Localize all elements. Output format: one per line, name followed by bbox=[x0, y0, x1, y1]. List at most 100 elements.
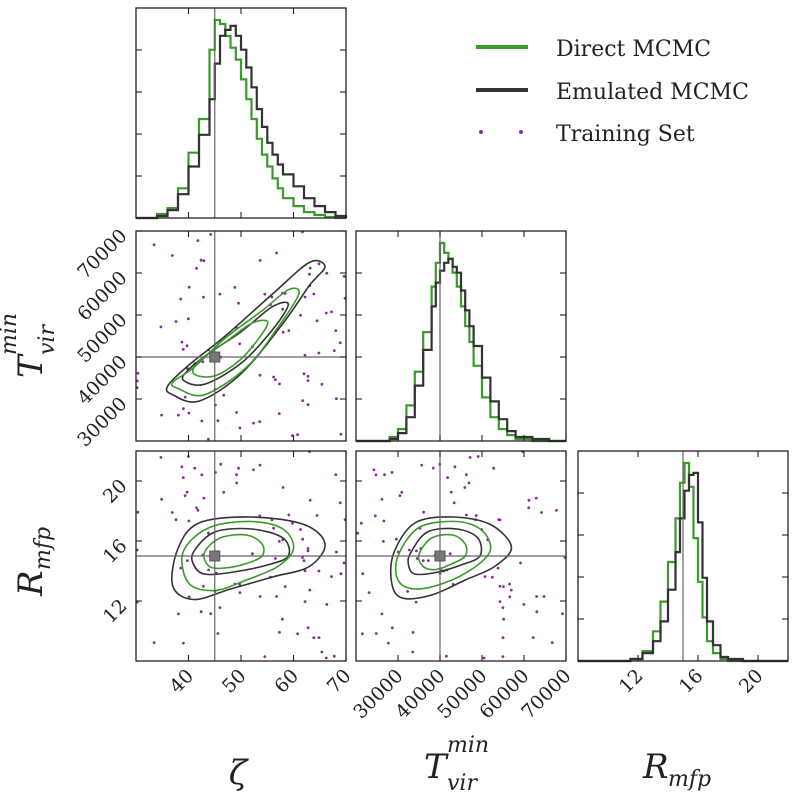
histogram-emulated bbox=[578, 471, 788, 663]
training-point bbox=[324, 656, 328, 660]
histogram-direct bbox=[136, 18, 346, 220]
training-point bbox=[275, 595, 278, 598]
training-point bbox=[136, 510, 140, 514]
training-point bbox=[317, 569, 321, 573]
legend: Direct MCMC Emulated MCMC Training Set bbox=[476, 37, 749, 147]
svg-text:vir: vir bbox=[35, 324, 60, 355]
svg-text:min: min bbox=[447, 733, 489, 758]
training-point bbox=[398, 494, 402, 497]
contour-direct-outer bbox=[394, 520, 492, 590]
training-point bbox=[238, 591, 242, 594]
training-point bbox=[277, 412, 281, 415]
training-point bbox=[527, 498, 531, 502]
training-point bbox=[508, 595, 512, 599]
tick-label: 12 bbox=[615, 665, 648, 698]
training-point bbox=[400, 490, 404, 494]
training-point bbox=[465, 513, 468, 517]
training-point bbox=[498, 600, 502, 603]
training-point bbox=[555, 508, 558, 512]
training-point bbox=[216, 419, 220, 423]
training-point bbox=[508, 582, 511, 586]
training-point bbox=[200, 473, 204, 477]
training-point bbox=[339, 432, 343, 436]
training-point bbox=[202, 584, 205, 588]
training-point bbox=[252, 421, 255, 425]
training-point bbox=[177, 612, 180, 616]
training-point bbox=[535, 595, 538, 598]
training-point bbox=[374, 473, 378, 477]
training-point bbox=[200, 419, 204, 423]
training-point bbox=[187, 595, 191, 599]
training-point bbox=[303, 569, 307, 573]
training-point bbox=[498, 584, 502, 588]
histogram-direct bbox=[356, 241, 566, 443]
marginal-histograms bbox=[136, 18, 788, 663]
training-point bbox=[207, 531, 210, 535]
training-point bbox=[334, 329, 338, 332]
training-point bbox=[320, 650, 324, 654]
training-point bbox=[209, 612, 213, 616]
panel-frames bbox=[135, 7, 789, 662]
tick-label: 60 bbox=[270, 665, 303, 698]
training-point bbox=[237, 301, 240, 305]
training-point bbox=[185, 490, 189, 494]
svg-text:T: T bbox=[424, 747, 449, 787]
training-point bbox=[535, 610, 539, 614]
svg-text:T: T bbox=[11, 353, 51, 378]
training-point bbox=[446, 476, 449, 479]
training-point bbox=[182, 641, 185, 645]
contour-emulated-outer bbox=[389, 516, 513, 600]
legend-emulated-label: Emulated MCMC bbox=[556, 80, 749, 105]
tick-label: 20 bbox=[735, 665, 768, 698]
training-point bbox=[476, 455, 480, 458]
contour-emulated-inner bbox=[181, 301, 290, 386]
training-point bbox=[170, 511, 174, 514]
training-point bbox=[453, 465, 457, 469]
training-point bbox=[317, 636, 321, 639]
training-point bbox=[308, 588, 312, 592]
training-point bbox=[465, 473, 468, 477]
training-point bbox=[382, 519, 386, 523]
training-point bbox=[235, 473, 238, 477]
training-point bbox=[251, 552, 254, 556]
svg-text:vir: vir bbox=[447, 771, 478, 796]
training-point bbox=[160, 413, 164, 417]
training-point bbox=[216, 632, 220, 635]
training-point bbox=[302, 559, 306, 563]
training-point bbox=[183, 494, 187, 497]
training-point bbox=[332, 349, 336, 352]
training-point bbox=[235, 481, 239, 485]
training-point bbox=[306, 374, 310, 378]
training-point bbox=[342, 561, 346, 565]
training-point bbox=[330, 575, 333, 578]
training-point bbox=[159, 456, 163, 459]
training-set-points bbox=[135, 230, 567, 660]
training-point bbox=[390, 626, 394, 630]
training-point bbox=[561, 612, 564, 616]
training-point bbox=[275, 251, 278, 255]
training-point bbox=[193, 466, 197, 470]
training-point bbox=[382, 540, 385, 543]
training-point bbox=[277, 540, 281, 543]
training-point bbox=[335, 550, 338, 554]
contour-emulated-inner bbox=[407, 527, 483, 576]
svg-text:mfp: mfp bbox=[668, 767, 711, 792]
training-point bbox=[233, 286, 237, 289]
svg-text:min: min bbox=[0, 313, 22, 355]
training-point bbox=[509, 588, 513, 592]
training-point bbox=[174, 320, 178, 323]
tick-label: 40 bbox=[165, 665, 198, 698]
training-point bbox=[152, 243, 156, 247]
training-point bbox=[483, 575, 487, 578]
training-point bbox=[196, 508, 200, 512]
training-point bbox=[258, 463, 262, 467]
training-point bbox=[427, 559, 430, 562]
contour-direct-outer bbox=[170, 287, 300, 397]
contour-emulated-outer bbox=[165, 259, 326, 403]
training-point bbox=[222, 393, 226, 397]
training-point bbox=[152, 641, 156, 644]
training-point bbox=[301, 556, 304, 559]
training-point bbox=[187, 317, 190, 321]
training-point bbox=[325, 271, 329, 275]
training-point bbox=[359, 521, 363, 525]
